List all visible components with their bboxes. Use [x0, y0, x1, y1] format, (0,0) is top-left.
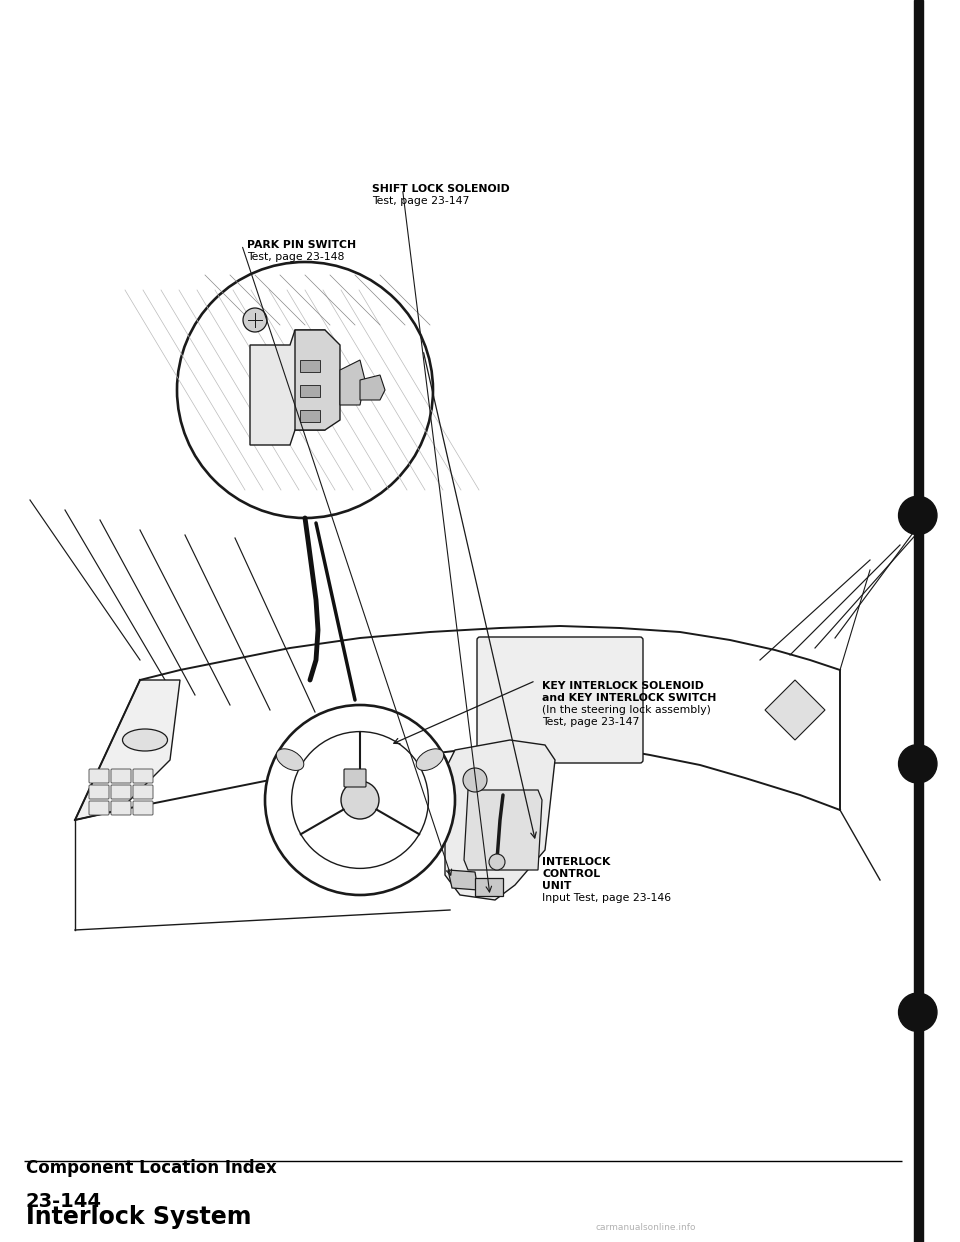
Text: (In the steering lock assembly): (In the steering lock assembly) [542, 704, 711, 715]
Circle shape [243, 308, 267, 332]
Polygon shape [75, 681, 180, 820]
Text: Test, page 23-148: Test, page 23-148 [247, 252, 344, 262]
FancyBboxPatch shape [89, 801, 109, 815]
Text: KEY INTERLOCK SOLENOID: KEY INTERLOCK SOLENOID [542, 681, 705, 691]
Ellipse shape [123, 729, 167, 751]
Text: 23-144: 23-144 [26, 1192, 102, 1211]
Text: Test, page 23-147: Test, page 23-147 [372, 196, 469, 206]
Text: Component Location Index: Component Location Index [26, 1159, 276, 1177]
Text: carmanualsonline.info: carmanualsonline.info [595, 1223, 696, 1232]
Circle shape [463, 768, 487, 792]
Polygon shape [340, 360, 365, 405]
Circle shape [341, 781, 379, 818]
FancyBboxPatch shape [133, 801, 153, 815]
Polygon shape [250, 330, 325, 445]
Bar [300, 410, 320, 422]
Text: Interlock System: Interlock System [26, 1205, 252, 1228]
Ellipse shape [276, 749, 303, 770]
Text: UNIT: UNIT [542, 881, 572, 892]
FancyBboxPatch shape [133, 785, 153, 799]
Circle shape [899, 745, 937, 782]
Text: INTERLOCK: INTERLOCK [542, 857, 611, 867]
Circle shape [899, 497, 937, 534]
FancyBboxPatch shape [477, 637, 643, 763]
Bar [300, 385, 320, 397]
Polygon shape [448, 869, 478, 891]
Ellipse shape [417, 749, 444, 770]
FancyBboxPatch shape [133, 769, 153, 782]
FancyBboxPatch shape [344, 769, 366, 787]
Bar [914, 0, 923, 1242]
FancyBboxPatch shape [89, 769, 109, 782]
Circle shape [265, 705, 455, 895]
Circle shape [489, 854, 505, 869]
FancyBboxPatch shape [111, 801, 131, 815]
Text: SHIFT LOCK SOLENOID: SHIFT LOCK SOLENOID [372, 184, 510, 194]
Polygon shape [765, 681, 825, 740]
Bar [300, 360, 320, 373]
Polygon shape [295, 330, 340, 430]
Text: PARK PIN SWITCH: PARK PIN SWITCH [247, 240, 356, 250]
FancyBboxPatch shape [111, 785, 131, 799]
Text: and KEY INTERLOCK SWITCH: and KEY INTERLOCK SWITCH [542, 693, 717, 703]
Polygon shape [360, 375, 385, 400]
Circle shape [899, 994, 937, 1031]
Text: CONTROL: CONTROL [542, 869, 601, 879]
Polygon shape [445, 740, 555, 900]
FancyBboxPatch shape [89, 785, 109, 799]
FancyBboxPatch shape [111, 769, 131, 782]
Bar [475, 878, 503, 895]
Text: Test, page 23-147: Test, page 23-147 [542, 717, 639, 727]
Text: Input Test, page 23-146: Input Test, page 23-146 [542, 893, 672, 903]
Circle shape [177, 262, 433, 518]
Polygon shape [464, 790, 542, 869]
